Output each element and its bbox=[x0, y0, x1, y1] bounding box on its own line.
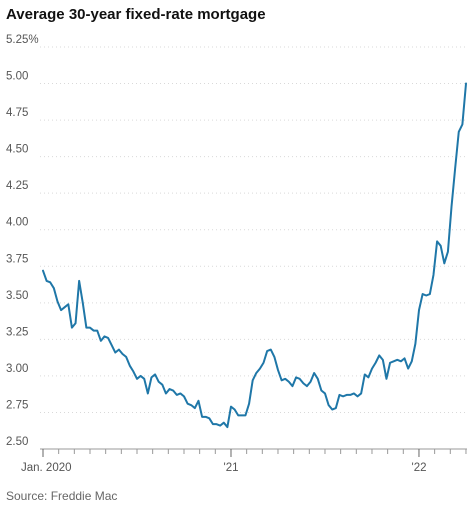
y-tick-label: 3.50 bbox=[6, 290, 28, 302]
x-tick-label: Jan. 2020 bbox=[21, 462, 72, 474]
y-axis-tick-labels: 5.25% 5.00 4.75 4.50 4.25 4.00 3.75 3.50 3.25 3.0… bbox=[6, 34, 39, 448]
x-tick-label: '22 bbox=[412, 462, 427, 474]
series-line bbox=[42, 82, 467, 429]
line-chart: 5.25% 5.00 4.75 4.50 4.25 4.00 3.75 3.50 3.25 3.0… bbox=[6, 34, 467, 474]
y-tick-label: 3.75 bbox=[6, 253, 28, 265]
y-tick-label: 2.50 bbox=[6, 436, 28, 448]
y-tick-label: 3.00 bbox=[6, 363, 28, 375]
y-tick-label: 5.00 bbox=[6, 71, 28, 83]
x-axis-ticks: Jan. 2020 '21 '22 bbox=[21, 449, 467, 474]
grid-layer bbox=[40, 46, 466, 413]
y-tick-label: 3.25 bbox=[6, 326, 28, 338]
chart-title: Average 30-year fixed-rate mortgage bbox=[6, 6, 266, 23]
y-tick-label: 4.50 bbox=[6, 144, 28, 156]
x-tick-label: '21 bbox=[224, 462, 239, 474]
y-tick-label: 4.00 bbox=[6, 217, 28, 229]
source-note: Source: Freddie Mac bbox=[6, 489, 118, 503]
y-tick-label: 2.75 bbox=[6, 399, 28, 411]
y-tick-label: 5.25% bbox=[6, 34, 39, 46]
y-tick-label: 4.75 bbox=[6, 107, 28, 119]
y-tick-label: 4.25 bbox=[6, 180, 28, 192]
